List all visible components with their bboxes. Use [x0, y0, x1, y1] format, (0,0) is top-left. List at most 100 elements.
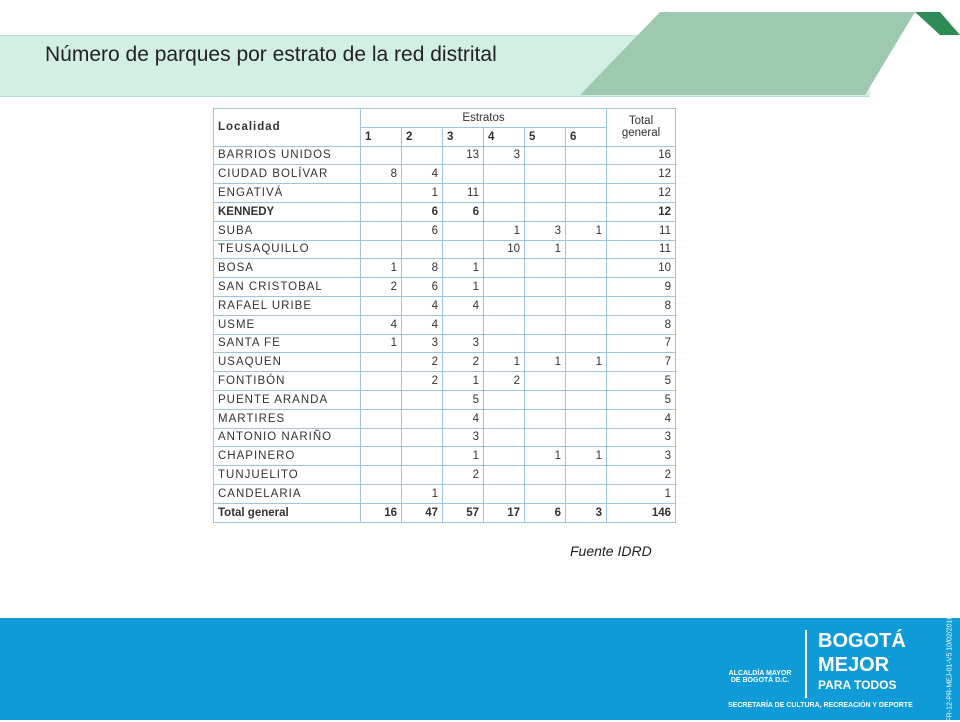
cell — [565, 465, 607, 485]
cell: 4 — [401, 314, 443, 335]
cell — [442, 164, 484, 185]
cell — [483, 201, 525, 222]
cell: 5 — [606, 371, 676, 391]
cell — [360, 408, 402, 429]
row-label: Total general — [213, 502, 361, 523]
cell — [565, 483, 607, 504]
cell — [565, 295, 607, 316]
cell — [565, 258, 607, 279]
row: USAQUEN 2 2 1 1 1 7 — [213, 352, 676, 373]
cell: 146 — [606, 502, 676, 523]
cell: 5 — [442, 389, 484, 410]
decoration — [580, 12, 960, 95]
cell: 11 — [442, 183, 484, 203]
cell — [483, 277, 525, 297]
cell — [483, 465, 525, 485]
column-header: 4 — [483, 126, 525, 147]
cell — [442, 314, 484, 335]
cell: 1 — [401, 483, 443, 504]
cell: 8 — [401, 258, 443, 279]
cell — [524, 333, 566, 354]
cell — [483, 258, 525, 279]
cell: 16 — [360, 502, 402, 523]
cell — [360, 239, 402, 260]
cell — [442, 239, 484, 260]
cell — [360, 483, 402, 504]
cell — [565, 333, 607, 354]
cell: 7 — [606, 352, 676, 373]
row: CHAPINERO 1 1 1 3 — [213, 446, 676, 467]
cell — [360, 352, 402, 373]
brand: MEJOR — [818, 654, 890, 676]
cell — [524, 389, 566, 410]
cell — [401, 408, 443, 429]
row: PUENTE ARANDA 5 5 — [213, 389, 676, 410]
cell: 4 — [606, 408, 676, 429]
cell — [442, 483, 484, 504]
cell: 2 — [360, 277, 402, 297]
cell: 1 — [524, 239, 566, 260]
cell: 13 — [442, 145, 484, 166]
cell: 1 — [565, 446, 607, 467]
cell: 2 — [442, 352, 484, 373]
cell: 1 — [606, 483, 676, 504]
cell: 4 — [401, 295, 443, 316]
cell — [565, 164, 607, 185]
cell: 7 — [606, 333, 676, 354]
city-hall: ALCALDÍA MAYOR DE BOGOTÁ D.C. — [728, 670, 792, 684]
brand: BOGOTÁ — [818, 630, 906, 652]
cell — [524, 371, 566, 391]
cell — [524, 427, 566, 448]
cell — [565, 427, 607, 448]
cell — [360, 295, 402, 316]
total-header: Total general — [606, 108, 676, 147]
cell — [360, 389, 402, 410]
cell — [524, 164, 566, 185]
cell — [483, 295, 525, 316]
cell — [483, 446, 525, 467]
cell: 4 — [442, 408, 484, 429]
cell — [524, 408, 566, 429]
cell — [360, 201, 402, 222]
row: FONTIBÓN 2 1 2 5 — [213, 371, 676, 391]
cell: 3 — [401, 333, 443, 354]
cell: 4 — [442, 295, 484, 316]
cell — [483, 183, 525, 203]
cell: 8 — [606, 314, 676, 335]
code: FR-12-PR-MEJ-01-V5 10/02/2016 — [946, 615, 954, 722]
row: CIUDAD BOLÍVAR 8 4 12 — [213, 164, 676, 185]
cell: 3 — [483, 145, 525, 166]
cell: 2 — [401, 352, 443, 373]
row-label: KENNEDY — [213, 201, 361, 222]
brand: PARA TODOS — [818, 678, 897, 692]
cell — [442, 220, 484, 241]
cell: 10 — [606, 258, 676, 279]
cell: 1 — [483, 352, 525, 373]
department: SECRETARÍA DE CULTURA, RECREACIÓN Y DEPO… — [728, 702, 913, 709]
cell — [524, 465, 566, 485]
cell — [483, 333, 525, 354]
cell: 1 — [442, 277, 484, 297]
cell: 1 — [565, 352, 607, 373]
cell: 1 — [442, 371, 484, 391]
group-header: Estratos — [360, 108, 607, 128]
table: Localidad Estratos Total general 1 2 3 4 5 6 BARR… — [213, 108, 676, 523]
column-header: 2 — [401, 126, 443, 147]
row-label: CANDELARIA — [213, 483, 361, 504]
cell — [360, 427, 402, 448]
cell — [401, 389, 443, 410]
cell: 1 — [401, 183, 443, 203]
cell: 1 — [360, 333, 402, 354]
cell — [565, 314, 607, 335]
cell — [401, 427, 443, 448]
cell — [524, 277, 566, 297]
cell — [483, 389, 525, 410]
row: ENGATIVÁ 1 11 12 — [213, 183, 676, 203]
row-label: PUENTE ARANDA — [213, 389, 361, 410]
cell: 11 — [606, 220, 676, 241]
row-label: TUNJUELITO — [213, 465, 361, 485]
row-label: FONTIBÓN — [213, 371, 361, 391]
cell — [360, 183, 402, 203]
cell — [483, 483, 525, 504]
cell — [401, 446, 443, 467]
